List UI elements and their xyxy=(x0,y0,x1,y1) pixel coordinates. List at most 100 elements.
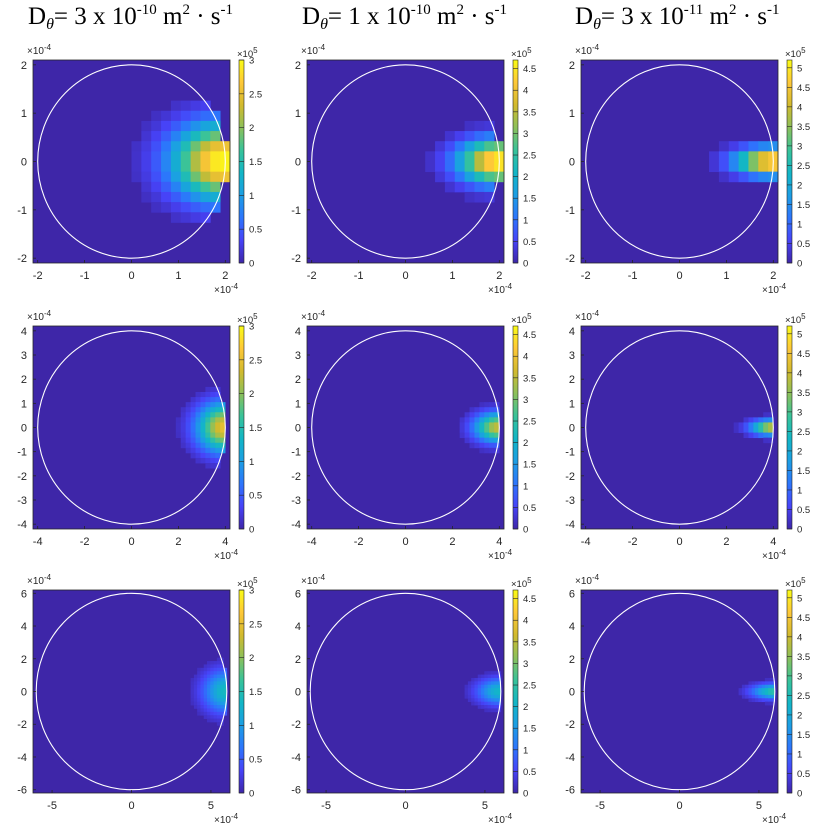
heatmap-cell xyxy=(200,202,211,213)
y-tick-label: -2 xyxy=(17,719,27,731)
heatmap-cell xyxy=(220,677,224,682)
heatmap-cell xyxy=(758,151,769,162)
heatmap-cell xyxy=(220,681,224,686)
boundary-circle xyxy=(585,64,774,259)
heatmap-cell xyxy=(771,694,776,699)
heatmap-cell xyxy=(477,677,482,682)
heatmap-cell xyxy=(220,171,231,183)
heatmap-cell xyxy=(484,442,490,449)
heatmap-cell xyxy=(768,688,772,692)
heatmap-cell xyxy=(444,131,456,142)
x-axis-multiplier-exp: -4 xyxy=(231,548,239,557)
colorbar-tick-label: 1.5 xyxy=(797,466,810,477)
y-tick-label: -1 xyxy=(17,205,27,217)
heatmap-cell xyxy=(185,412,191,418)
heatmap-cell xyxy=(215,402,221,408)
heatmap-cell xyxy=(435,151,446,162)
heatmap-cell xyxy=(459,417,465,423)
heatmap-cell xyxy=(718,171,730,183)
x-tick-label: 5 xyxy=(208,800,214,812)
heatmap-cell xyxy=(220,674,224,679)
heatmap-cell xyxy=(220,698,224,703)
y-tick-label: 0 xyxy=(569,157,575,169)
heatmap-cell xyxy=(477,705,482,709)
heatmap-cell xyxy=(484,688,488,692)
heatmap-cell xyxy=(203,701,208,706)
heatmap-cell xyxy=(494,691,498,696)
boundary-circle xyxy=(37,64,226,259)
x-tick-label: -5 xyxy=(321,800,331,812)
heatmap-cell xyxy=(481,684,485,689)
colorbar-multiplier: ×105 xyxy=(511,576,532,590)
heatmap-cell xyxy=(207,667,211,672)
heatmap-cell xyxy=(479,447,485,454)
heatmap-cell xyxy=(185,427,191,433)
colorbar-tick-label: 1.5 xyxy=(797,730,810,741)
heatmap-cell xyxy=(216,684,221,689)
heatmap-cell xyxy=(215,412,221,418)
heatmap-cell xyxy=(207,688,211,692)
heatmap-cell xyxy=(477,691,482,696)
heatmap-cell xyxy=(180,412,187,418)
colorbar-tick-label: 4.5 xyxy=(797,83,810,94)
heatmap-cell xyxy=(210,705,214,709)
heatmap-cell xyxy=(213,661,218,665)
heatmap-cell xyxy=(190,171,201,183)
heatmap-cell xyxy=(210,417,216,423)
heatmap-cell xyxy=(477,674,482,679)
heatmap-cell xyxy=(180,131,191,142)
heatmap-cell xyxy=(471,698,475,703)
heatmap-cell xyxy=(210,386,216,393)
heatmap-cell xyxy=(203,688,208,692)
colorbar-multiplier-exp: 5 xyxy=(253,312,258,321)
heatmap-cell xyxy=(220,141,231,152)
colorbar-tick-label: 1.5 xyxy=(523,460,536,471)
colorbar-tick-label: 1 xyxy=(523,745,528,756)
heatmap-cell xyxy=(481,688,485,692)
colorbar-tick-label: 4.5 xyxy=(797,613,810,624)
colorbar-tick-label: 1 xyxy=(797,485,802,496)
heatmap-cell xyxy=(200,131,211,142)
heatmap-cell xyxy=(190,701,195,706)
heatmap-cell xyxy=(469,442,475,449)
heatmap-cell xyxy=(471,694,475,699)
y-tick-label: -4 xyxy=(565,519,575,531)
heatmap-cell xyxy=(216,691,221,696)
heatmap-cell xyxy=(479,402,485,408)
heatmap-cells xyxy=(738,677,776,706)
heatmap-cell xyxy=(761,681,766,686)
colorbar-tick-label: 3.5 xyxy=(797,122,810,133)
heatmap-cell xyxy=(223,667,228,672)
x-tick-label: 0 xyxy=(676,270,682,282)
heatmap-cell xyxy=(207,671,211,675)
colorbar-tick-label: 0.5 xyxy=(249,491,262,502)
heatmap-cell xyxy=(131,141,142,152)
heatmap-cell xyxy=(200,427,206,433)
heatmap-cell xyxy=(464,422,470,428)
heatmap-cell xyxy=(494,681,498,686)
heatmap-cell xyxy=(180,212,191,223)
heatmap-cell xyxy=(207,708,211,713)
y-tick-label: 3 xyxy=(295,350,301,362)
heatmap-cell xyxy=(763,427,769,433)
heatmap-cell xyxy=(216,677,221,682)
heatmap-cell xyxy=(481,674,485,679)
heatmap-cell xyxy=(213,694,218,699)
colorbar-tick-label: 0.5 xyxy=(797,239,810,250)
heatmap-cell xyxy=(484,120,495,132)
colorbar-tick-label: 1 xyxy=(797,749,802,760)
heatmap-cell xyxy=(215,397,221,403)
heatmap-cell xyxy=(195,457,201,464)
heatmap-cell xyxy=(768,171,779,183)
heatmap-cell xyxy=(185,442,191,449)
heatmap-cell xyxy=(197,681,201,686)
colorbar-tick-label: 0.5 xyxy=(523,237,536,248)
heatmap-cell xyxy=(210,674,214,679)
heatmap-cell xyxy=(490,691,495,696)
y-tick-label: 2 xyxy=(569,374,575,386)
colorbar-tick-label: 0.5 xyxy=(523,503,536,514)
x-axis-multiplier: ×10-4 xyxy=(762,282,787,296)
y-tick-label: 2 xyxy=(295,60,301,72)
heatmap-cell xyxy=(481,681,485,686)
y-tick-label: -4 xyxy=(17,752,27,764)
